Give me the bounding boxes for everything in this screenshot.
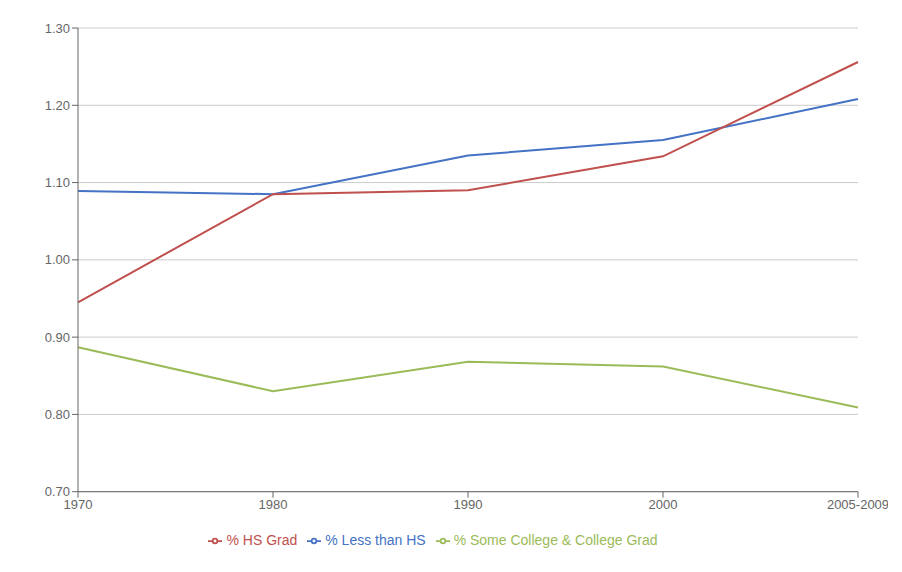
svg-text:1970: 1970: [63, 496, 93, 512]
svg-text:1.20: 1.20: [45, 98, 70, 113]
svg-text:0.80: 0.80: [45, 407, 70, 422]
svg-text:1.10: 1.10: [45, 175, 70, 190]
svg-text:0.90: 0.90: [45, 330, 70, 345]
html-text:% Less than HS: % Less than HS: [325, 531, 426, 548]
svg-text:1990: 1990: [454, 497, 483, 512]
svg-text:1.00: 1.00: [45, 252, 70, 267]
svg-text:0.70: 0.70: [45, 484, 70, 499]
svg-text:2005-2009: 2005-2009: [827, 497, 888, 512]
svg-text:2000: 2000: [649, 497, 678, 512]
html-text:% Some College & College Grad: % Some College & College Grad: [453, 531, 658, 548]
svg-text:1980: 1980: [259, 497, 288, 512]
svg-text:1.30: 1.30: [45, 21, 70, 36]
html-text:% HS Grad: % HS Grad: [226, 531, 298, 548]
